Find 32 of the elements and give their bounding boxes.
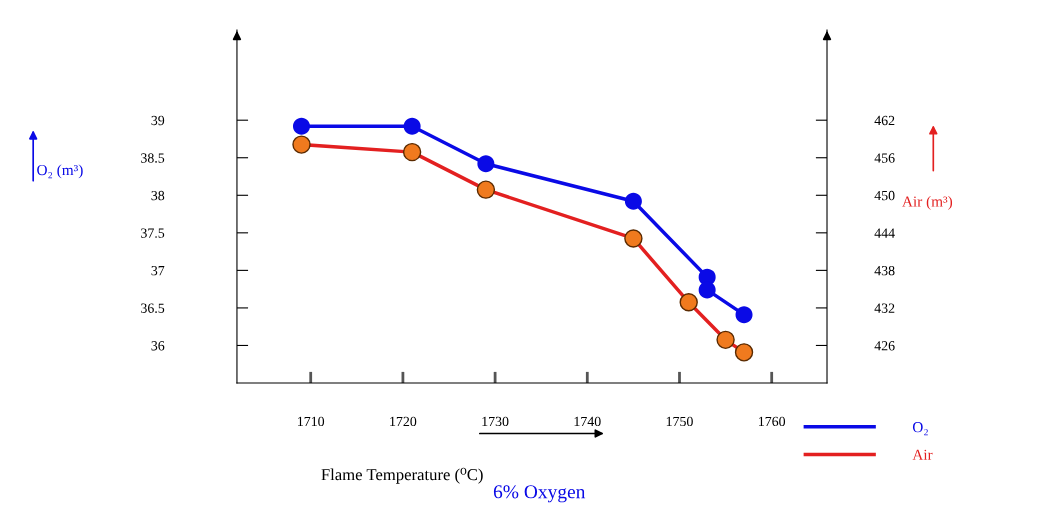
y-axis-title: O₂ (m³) bbox=[37, 164, 83, 179]
x-axis-title: Flame Temperature (⁰C) bbox=[321, 467, 483, 484]
y2-tick-label: 450 bbox=[874, 190, 895, 201]
y2-tick-label: 432 bbox=[874, 303, 895, 313]
point bbox=[292, 117, 310, 135]
y2-tick-label: 456 bbox=[874, 153, 895, 163]
text: 6% Oxygen bbox=[493, 485, 586, 503]
text: O₂ bbox=[912, 422, 928, 436]
x-tick-label: 1750 bbox=[666, 416, 693, 427]
y-tick-label: 39 bbox=[151, 115, 165, 126]
y-tick-label: 38.5 bbox=[141, 153, 165, 163]
y2-tick-label: 444 bbox=[874, 228, 895, 238]
point bbox=[624, 192, 642, 210]
point bbox=[403, 117, 421, 135]
y-tick-label: 36.5 bbox=[141, 303, 165, 313]
y2-tick-label: 462 bbox=[874, 115, 895, 126]
point bbox=[477, 155, 495, 173]
x-tick-label: 1740 bbox=[574, 416, 601, 427]
y2-tick-label: 426 bbox=[874, 341, 895, 351]
y-tick-label: 36 bbox=[151, 341, 165, 351]
x-tick-label: 1720 bbox=[390, 416, 417, 427]
y2-axis-title: Air (m³) bbox=[902, 195, 953, 210]
text: Air bbox=[912, 449, 933, 460]
x-tick-label: 1760 bbox=[759, 416, 786, 427]
x-tick-label: 1730 bbox=[482, 416, 509, 427]
x-tick-label: 1710 bbox=[298, 416, 325, 427]
point bbox=[698, 281, 716, 299]
point bbox=[735, 306, 753, 324]
y-tick-label: 37 bbox=[151, 266, 165, 276]
y2-tick-label: 438 bbox=[874, 265, 895, 276]
y-tick-label: 38 bbox=[151, 190, 165, 201]
y-tick-label: 37.5 bbox=[141, 228, 165, 238]
